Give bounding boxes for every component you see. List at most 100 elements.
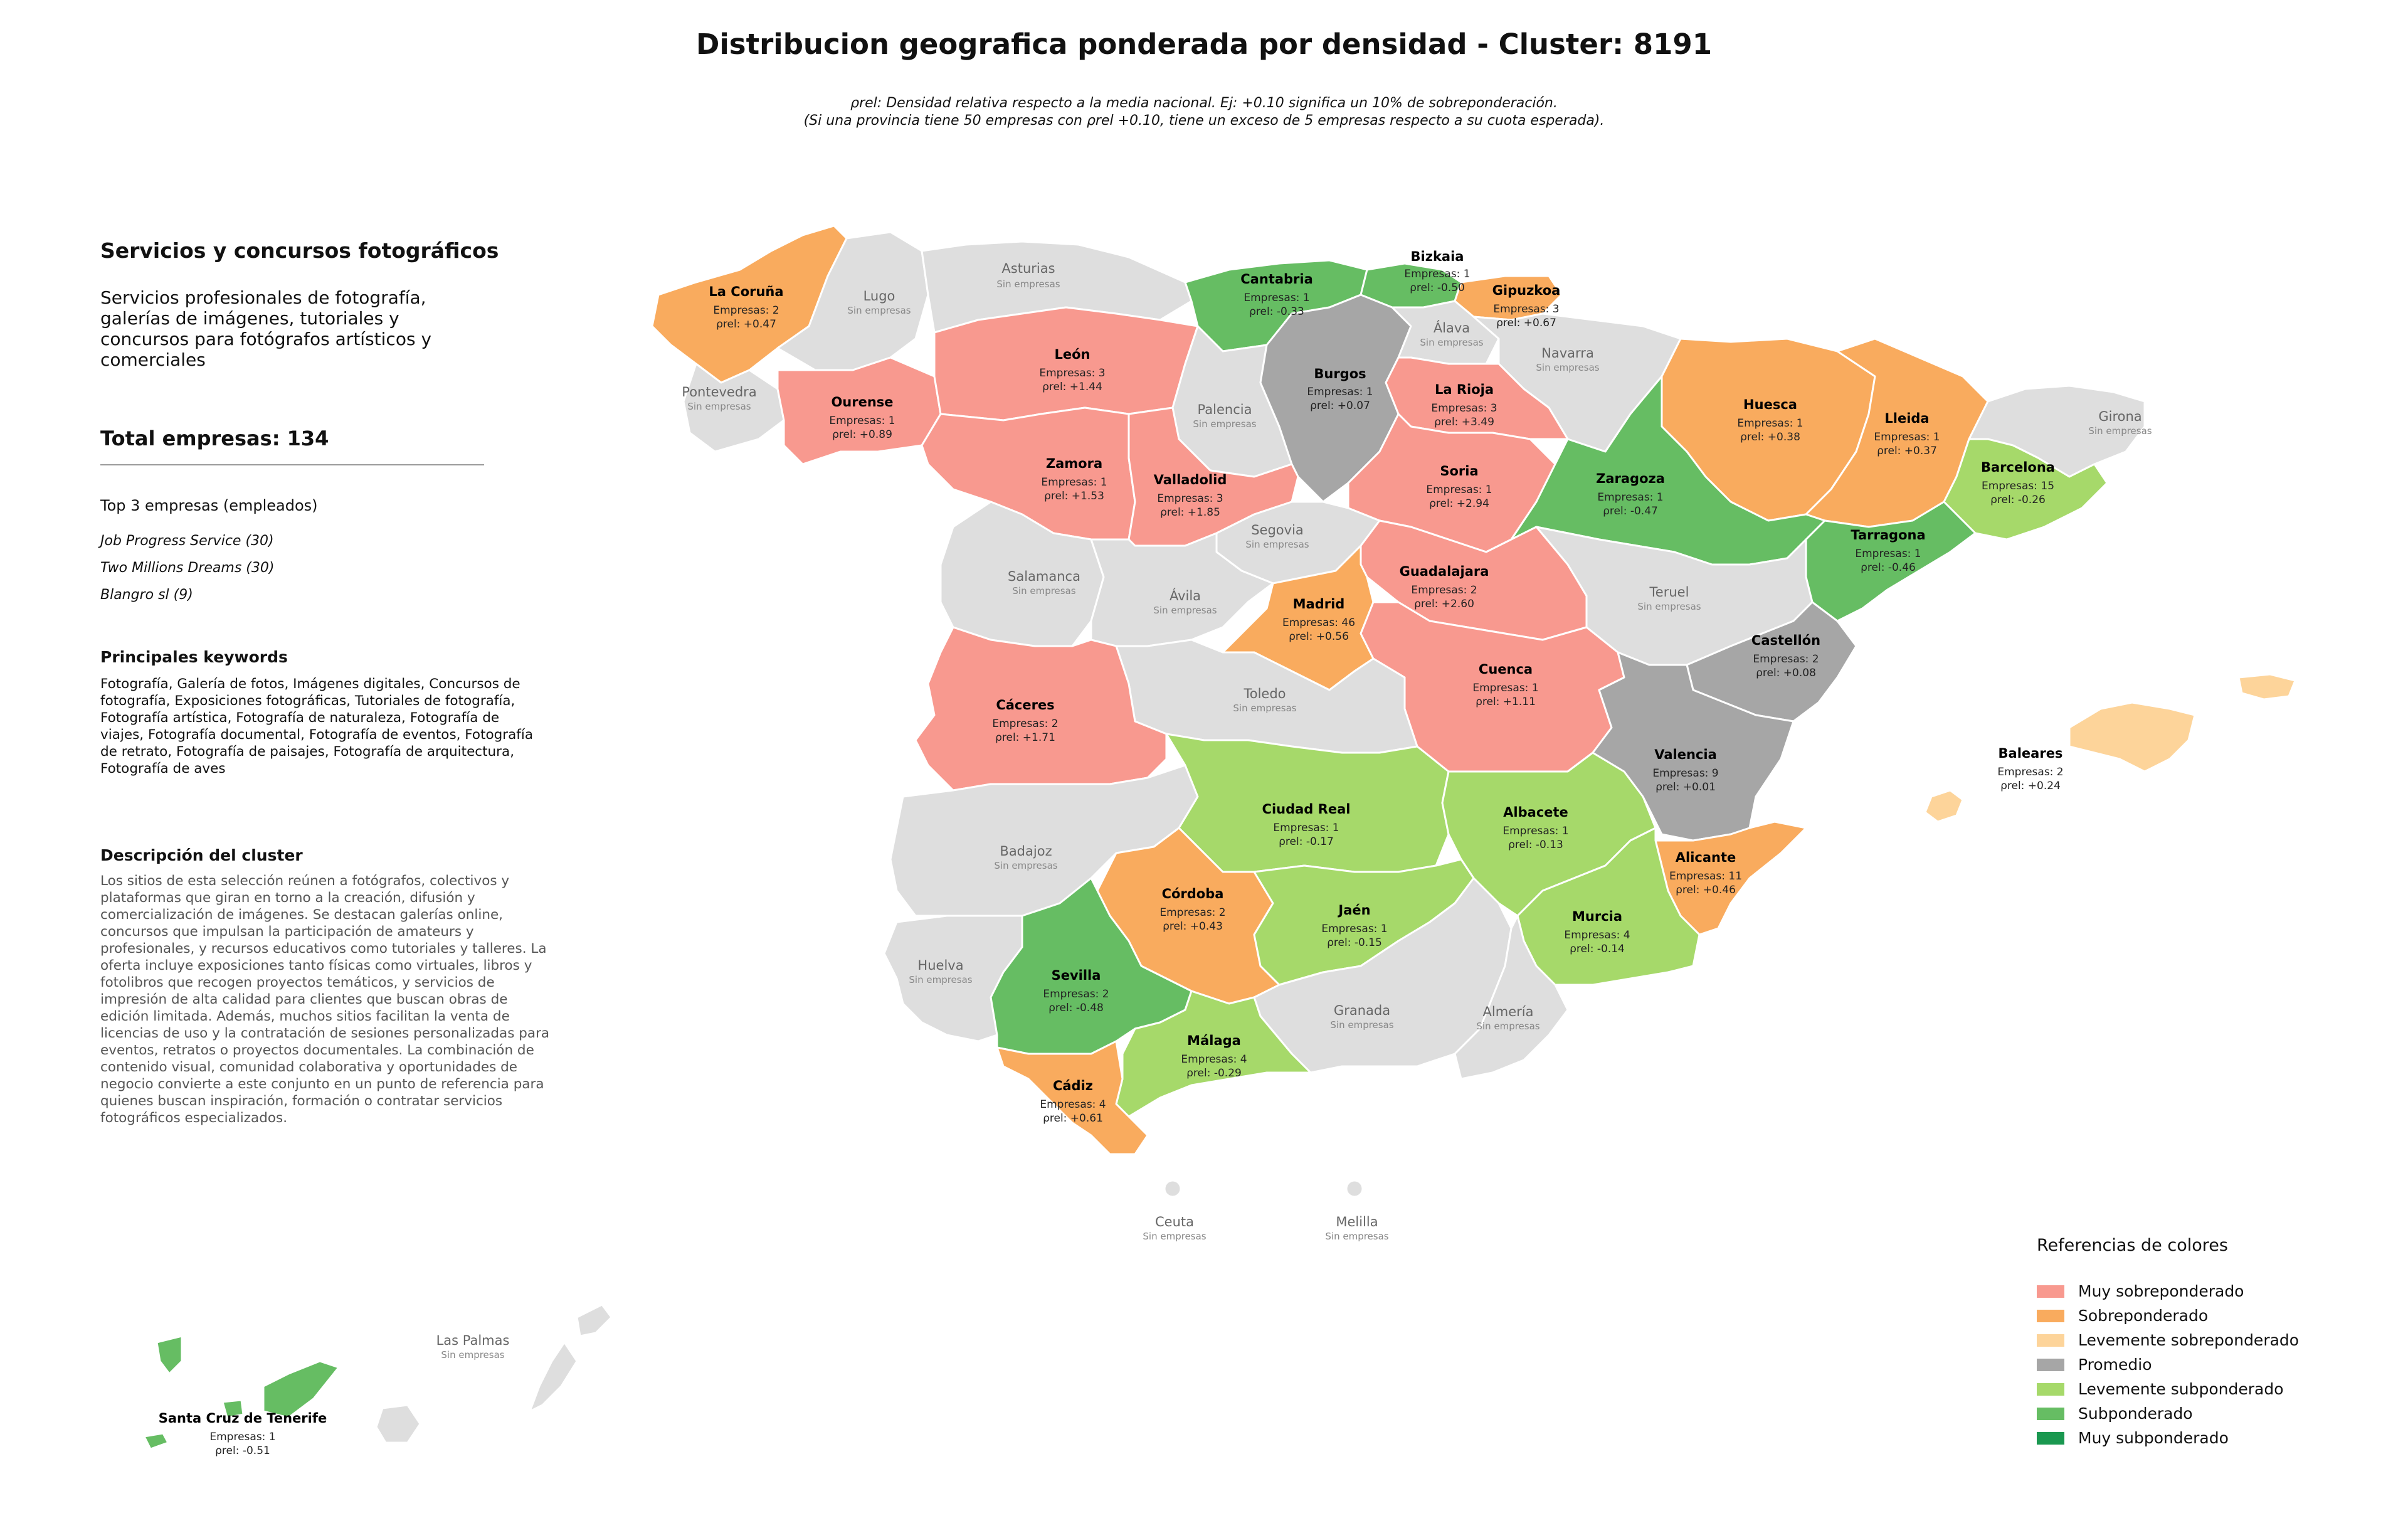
legend-label: Muy sobreponderado bbox=[2078, 1282, 2244, 1300]
legend-item-promedio: Promedio bbox=[2037, 1352, 2388, 1377]
legend-swatch bbox=[2037, 1382, 2064, 1396]
cluster-description-heading: Descripción del cluster bbox=[100, 846, 303, 864]
province-shape-ourense bbox=[776, 356, 942, 465]
province-shape-ceuta bbox=[1163, 1179, 1182, 1198]
svg-text:ρrel: +3.49: ρrel: +3.49 bbox=[1434, 416, 1494, 428]
svg-text:Empresas: 1: Empresas: 1 bbox=[1737, 417, 1803, 430]
svg-text:Salamanca: Salamanca bbox=[1008, 569, 1080, 584]
svg-text:Sin empresas: Sin empresas bbox=[441, 1349, 504, 1361]
svg-text:Sin empresas: Sin empresas bbox=[1245, 539, 1309, 550]
province-label-lleida: Lleida Empresas: 1 ρrel: +0.37 bbox=[1874, 411, 1940, 457]
svg-text:ρrel: -0.48: ρrel: -0.48 bbox=[1048, 1002, 1104, 1014]
svg-text:Teruel: Teruel bbox=[1649, 585, 1689, 600]
svg-text:Empresas: 3: Empresas: 3 bbox=[1493, 303, 1559, 316]
svg-text:Empresas: 46: Empresas: 46 bbox=[1282, 617, 1355, 629]
svg-text:Sin empresas: Sin empresas bbox=[1476, 1021, 1539, 1032]
svg-text:Ceuta: Ceuta bbox=[1155, 1214, 1194, 1229]
svg-text:Sin empresas: Sin empresas bbox=[1233, 703, 1296, 714]
svg-text:Murcia: Murcia bbox=[1572, 909, 1622, 924]
svg-text:ρrel: +0.61: ρrel: +0.61 bbox=[1043, 1112, 1103, 1125]
svg-text:Sin empresas: Sin empresas bbox=[1330, 1019, 1393, 1031]
svg-text:Sin empresas: Sin empresas bbox=[909, 974, 972, 985]
svg-text:ρrel: +0.56: ρrel: +0.56 bbox=[1289, 630, 1349, 643]
color-legend: Referencias de colores Muy sobreponderad… bbox=[2037, 1236, 2388, 1450]
svg-text:ρrel: +0.46: ρrel: +0.46 bbox=[1676, 884, 1736, 896]
svg-text:ρrel: -0.15: ρrel: -0.15 bbox=[1327, 936, 1382, 949]
province-label-leon: León Empresas: 3 ρrel: +1.44 bbox=[1039, 347, 1105, 393]
svg-text:Huesca: Huesca bbox=[1743, 397, 1797, 412]
svg-text:Sin empresas: Sin empresas bbox=[1012, 585, 1075, 597]
province-label-almeria: Almería Sin empresas bbox=[1476, 1004, 1539, 1032]
legend-item-muy-sobreponderado: Muy sobreponderado bbox=[2037, 1279, 2388, 1303]
divider bbox=[100, 464, 484, 465]
legend-item-levemente-subponderado: Levemente subponderado bbox=[2037, 1377, 2388, 1401]
svg-text:Málaga: Málaga bbox=[1187, 1033, 1241, 1048]
province-label-ceuta: Ceuta Sin empresas bbox=[1143, 1214, 1206, 1242]
svg-text:ρrel: +0.07: ρrel: +0.07 bbox=[1310, 400, 1370, 412]
svg-text:ρrel: +0.89: ρrel: +0.89 bbox=[832, 428, 892, 441]
svg-text:Santa Cruz de Tenerife: Santa Cruz de Tenerife bbox=[159, 1411, 327, 1426]
svg-text:Granada: Granada bbox=[1334, 1003, 1390, 1018]
province-label-albacete: Albacete Empresas: 1 ρrel: -0.13 bbox=[1502, 805, 1568, 851]
legend-item-sobreponderado: Sobreponderado bbox=[2037, 1303, 2388, 1328]
svg-text:Barcelona: Barcelona bbox=[1981, 460, 2055, 475]
province-label-bizkaia: Bizkaia Empresas: 1 ρrel: -0.50 bbox=[1404, 249, 1470, 294]
legend-swatch bbox=[2037, 1358, 2064, 1371]
svg-text:Empresas: 2: Empresas: 2 bbox=[1997, 766, 2063, 778]
keywords-text: Fotografía, Galería de fotos, Imágenes d… bbox=[100, 676, 534, 777]
svg-text:Empresas: 1: Empresas: 1 bbox=[829, 415, 895, 427]
svg-text:Ciudad Real: Ciudad Real bbox=[1262, 802, 1351, 817]
province-shape-fuerteventura bbox=[529, 1341, 578, 1413]
legend-swatch bbox=[2037, 1309, 2064, 1322]
svg-text:ρrel: +1.11: ρrel: +1.11 bbox=[1476, 696, 1536, 708]
svg-text:Segovia: Segovia bbox=[1251, 523, 1304, 538]
svg-text:Empresas: 4: Empresas: 4 bbox=[1181, 1053, 1247, 1066]
svg-text:Sin empresas: Sin empresas bbox=[2088, 425, 2152, 437]
svg-text:Empresas: 1: Empresas: 1 bbox=[1273, 822, 1339, 834]
svg-text:Lugo: Lugo bbox=[863, 289, 895, 304]
svg-text:ρrel: -0.26: ρrel: -0.26 bbox=[1990, 494, 2046, 506]
svg-text:Empresas: 2: Empresas: 2 bbox=[1043, 988, 1109, 1000]
legend-label: Subponderado bbox=[2078, 1404, 2193, 1423]
svg-text:Zamora: Zamora bbox=[1046, 456, 1102, 471]
svg-text:Empresas: 1: Empresas: 1 bbox=[1307, 386, 1373, 398]
province-label-cuenca: Cuenca Empresas: 1 ρrel: +1.11 bbox=[1472, 662, 1538, 708]
legend-swatch bbox=[2037, 1431, 2064, 1445]
svg-text:Asturias: Asturias bbox=[1001, 261, 1055, 276]
svg-text:Sevilla: Sevilla bbox=[1052, 968, 1101, 983]
top-companies-heading: Top 3 empresas (empleados) bbox=[100, 497, 318, 514]
svg-text:Empresas: 1: Empresas: 1 bbox=[1244, 292, 1309, 304]
province-label-barcelona: Barcelona Empresas: 15 ρrel: -0.26 bbox=[1981, 460, 2055, 506]
svg-text:Empresas: 1: Empresas: 1 bbox=[209, 1431, 275, 1443]
svg-text:Baleares: Baleares bbox=[1999, 746, 2063, 761]
province-label-baleares: Baleares Empresas: 2 ρrel: +0.24 bbox=[1997, 746, 2063, 792]
svg-text:Empresas: 3: Empresas: 3 bbox=[1039, 367, 1105, 379]
svg-text:Ávila: Ávila bbox=[1170, 588, 1201, 603]
legend-label: Promedio bbox=[2078, 1356, 2152, 1374]
svg-text:Sin empresas: Sin empresas bbox=[1536, 362, 1599, 373]
svg-text:Jaén: Jaén bbox=[1337, 903, 1370, 918]
svg-text:Empresas: 4: Empresas: 4 bbox=[1040, 1098, 1106, 1111]
svg-text:Madrid: Madrid bbox=[1293, 597, 1345, 612]
legend-label: Muy subponderado bbox=[2078, 1429, 2229, 1447]
province-shape-tenerife bbox=[262, 1360, 340, 1419]
svg-text:Cuenca: Cuenca bbox=[1479, 662, 1533, 677]
svg-text:Pontevedra: Pontevedra bbox=[682, 385, 756, 400]
legend-item-subponderado: Subponderado bbox=[2037, 1401, 2388, 1426]
legend-swatch bbox=[2037, 1285, 2064, 1298]
svg-text:Toledo: Toledo bbox=[1243, 686, 1286, 701]
svg-text:Empresas: 2: Empresas: 2 bbox=[1753, 653, 1819, 666]
legend-swatch bbox=[2037, 1334, 2064, 1347]
svg-text:ρrel: -0.33: ρrel: -0.33 bbox=[1249, 305, 1304, 318]
province-shape-guadalajara bbox=[1360, 519, 1588, 641]
